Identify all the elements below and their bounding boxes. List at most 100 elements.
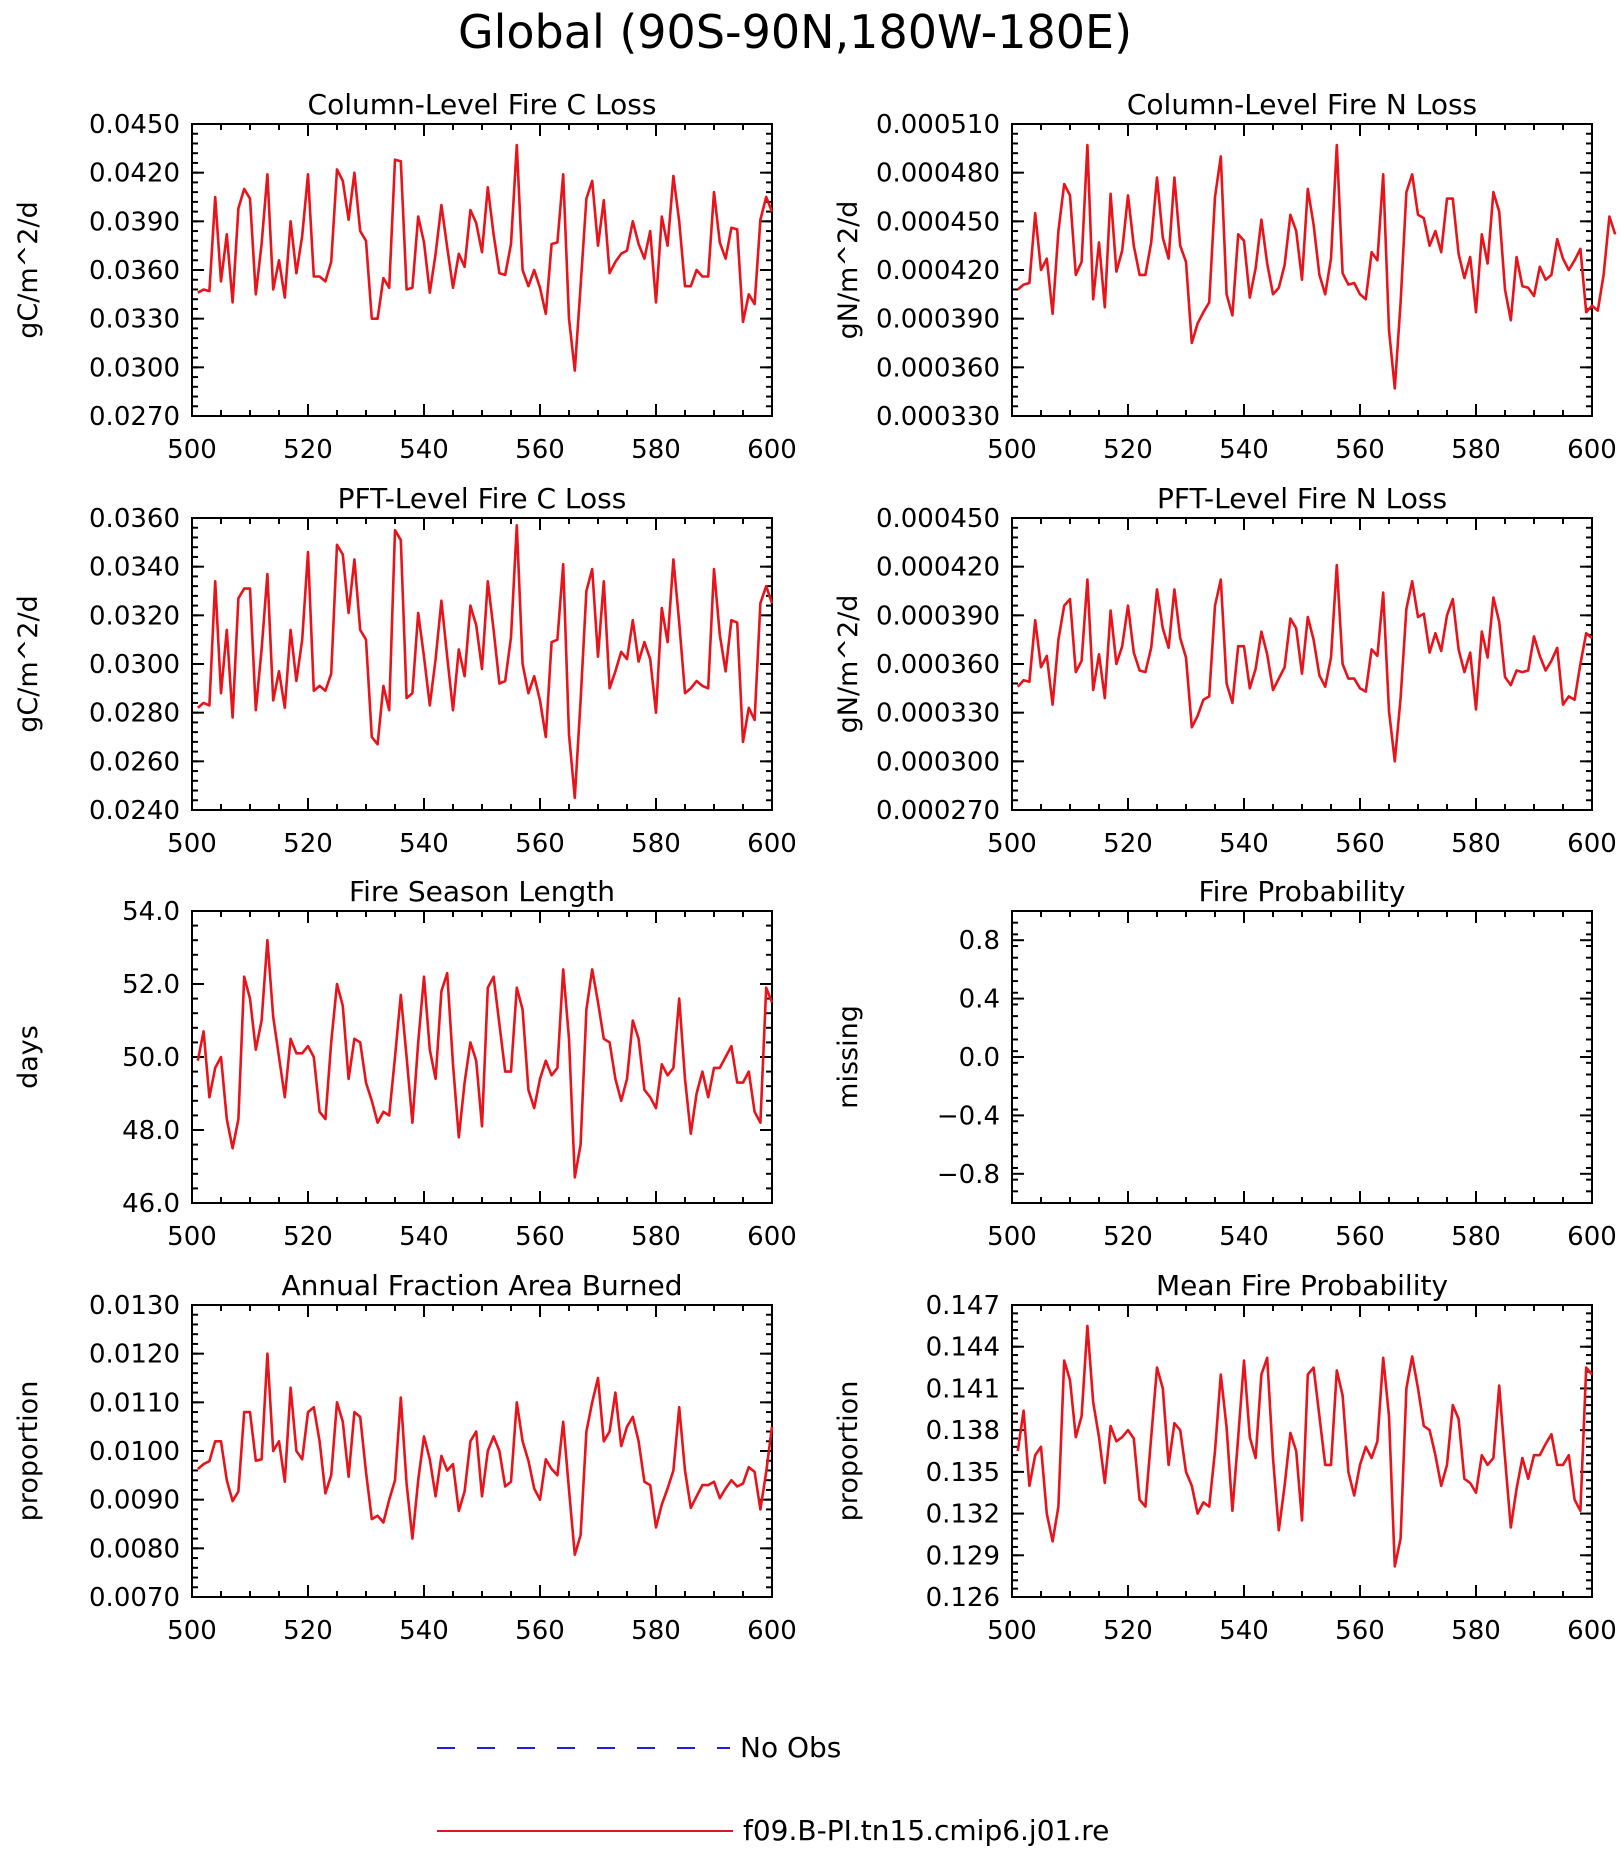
x-tick-label: 560	[515, 1616, 565, 1646]
y-tick-label: −0.8	[937, 1160, 1000, 1190]
y-tick-label: 0.000510	[876, 110, 1000, 140]
chart-panel-6: 500 520 540 560 580 600 −0.8 −0.4 0.0 0.4 0.8 Fire …	[833, 875, 1617, 1252]
chart-panel-3: 500 520 540 560 580 600 0.0240 0.0260 0.0280 0.03…	[13, 482, 797, 859]
panel-title: PFT-Level Fire N Loss	[1157, 482, 1447, 515]
y-axis-label: proportion	[13, 1381, 44, 1522]
x-tick-label: 600	[1567, 1222, 1617, 1252]
x-tick-label: 600	[747, 829, 797, 859]
x-tick-label: 520	[283, 829, 333, 859]
panel-title: Column-Level Fire N Loss	[1127, 88, 1477, 121]
y-tick-label: 0.126	[926, 1583, 1000, 1613]
x-tick-label: 600	[1567, 829, 1617, 859]
series-line-1	[1016, 563, 1593, 763]
x-tick-label: 520	[1103, 1616, 1153, 1646]
y-tick-label: 0.0330	[89, 305, 180, 335]
y-tick-label: 52.0	[122, 970, 180, 1000]
x-tick-label: 520	[1103, 435, 1153, 465]
y-axis-label: days	[13, 1025, 44, 1089]
chart-panel-7: 500 520 540 560 580 600 0.0070 0.0080 0.0090 0.01…	[13, 1269, 797, 1646]
x-tick-label: 520	[1103, 1222, 1153, 1252]
y-axis-label: gC/m^2/d	[13, 201, 44, 338]
chart-panels: 500 520 540 560 580 600 0.0270 0.0300 0.0330 0.03…	[13, 88, 1617, 1646]
y-tick-label: 0.0360	[89, 504, 180, 534]
y-tick-label: 0.000450	[876, 504, 1000, 534]
x-tick-label: 520	[1103, 829, 1153, 859]
x-tick-label: 540	[1219, 1616, 1269, 1646]
y-tick-label: 0.0300	[89, 353, 180, 383]
y-tick-label: 50.0	[122, 1043, 180, 1073]
x-tick-label: 520	[283, 1616, 333, 1646]
x-tick-label: 580	[1451, 435, 1501, 465]
chart-panel-2: 500 520 540 560 580 600 0.000330 0.000360 0.0003…	[833, 88, 1617, 465]
x-tick-label: 520	[283, 1222, 333, 1252]
x-tick-label: 580	[631, 1222, 681, 1252]
x-tick-label: 540	[399, 1616, 449, 1646]
plot-frame	[1011, 910, 1593, 1204]
panel-title: Fire Probability	[1199, 875, 1406, 908]
x-tick-label: 500	[167, 829, 217, 859]
y-axis-label: gN/m^2/d	[833, 201, 864, 340]
y-tick-label: 0.000420	[876, 256, 1000, 286]
panel-title: Annual Fraction Area Burned	[282, 1269, 683, 1302]
x-tick-label: 560	[1335, 1616, 1385, 1646]
plot-frame	[191, 1304, 773, 1598]
y-tick-label: 0.000330	[876, 699, 1000, 729]
y-tick-label: 0.8	[959, 926, 1000, 956]
y-tick-label: 0.0360	[89, 256, 180, 286]
legend: No Obs f09.B-PI.tn15.cmip6.j01.re	[437, 1731, 1109, 1847]
y-tick-label: −0.4	[937, 1101, 1000, 1131]
x-tick-label: 600	[1567, 1616, 1617, 1646]
x-tick-label: 540	[399, 1222, 449, 1252]
y-tick-label: 0.0270	[89, 402, 180, 432]
y-tick-label: 0.000330	[876, 402, 1000, 432]
x-tick-label: 540	[1219, 829, 1269, 859]
y-tick-label: 0.0280	[89, 699, 180, 729]
y-tick-label: 0.000390	[876, 601, 1000, 631]
y-tick-label: 0.141	[926, 1374, 1000, 1404]
x-tick-label: 500	[167, 1616, 217, 1646]
y-tick-label: 48.0	[122, 1116, 180, 1146]
x-tick-label: 600	[747, 435, 797, 465]
series-line-1	[1016, 1324, 1593, 1568]
y-tick-label: 0.0260	[89, 747, 180, 777]
y-tick-label: 0.0120	[89, 1340, 180, 1370]
y-tick-label: 0.0090	[89, 1486, 180, 1516]
y-axis-label: missing	[833, 1005, 864, 1109]
y-tick-label: 0.000270	[876, 796, 1000, 826]
x-tick-label: 500	[987, 1616, 1037, 1646]
y-tick-label: 0.135	[926, 1458, 1000, 1488]
x-tick-label: 540	[399, 435, 449, 465]
y-axis-label: gN/m^2/d	[833, 595, 864, 734]
y-tick-label: 0.0320	[89, 601, 180, 631]
x-tick-label: 580	[1451, 1616, 1501, 1646]
y-tick-label: 0.0100	[89, 1437, 180, 1467]
x-tick-label: 540	[399, 829, 449, 859]
figure-title: Global (90S-90N,180W-180E)	[458, 5, 1132, 59]
chart-panel-5: 500 520 540 560 580 600 46.0 48.0 50.0 52.0 54.0 Fi…	[13, 875, 797, 1252]
series-line-1	[1016, 143, 1617, 390]
chart-panel-4: 500 520 540 560 580 600 0.000270 0.000300 0.0003…	[833, 482, 1617, 859]
chart-panel-8: 500 520 540 560 580 600 0.126 0.129 0.132 0.135 0.…	[833, 1269, 1617, 1646]
y-tick-label: 46.0	[122, 1189, 180, 1219]
x-tick-label: 500	[987, 435, 1037, 465]
series-line-1	[196, 523, 774, 800]
panel-title: Mean Fire Probability	[1156, 1269, 1448, 1302]
x-tick-label: 560	[1335, 435, 1385, 465]
y-tick-label: 0.000480	[876, 159, 1000, 189]
panel-title: Fire Season Length	[349, 875, 615, 908]
x-tick-label: 560	[515, 829, 565, 859]
series-line-1	[196, 938, 774, 1179]
x-tick-label: 520	[283, 435, 333, 465]
legend-label-no-obs: No Obs	[740, 1731, 841, 1764]
x-tick-label: 560	[515, 435, 565, 465]
chart-panel-1: 500 520 540 560 580 600 0.0270 0.0300 0.0330 0.03…	[13, 88, 797, 465]
y-tick-label: 0.000390	[876, 305, 1000, 335]
panel-title: Column-Level Fire C Loss	[308, 88, 657, 121]
y-tick-label: 0.0240	[89, 796, 180, 826]
plot-frame	[191, 123, 773, 417]
panel-title: PFT-Level Fire C Loss	[338, 482, 627, 515]
y-tick-label: 0.0070	[89, 1583, 180, 1613]
x-tick-label: 600	[747, 1616, 797, 1646]
legend-label-model: f09.B-PI.tn15.cmip6.j01.re	[743, 1814, 1109, 1847]
